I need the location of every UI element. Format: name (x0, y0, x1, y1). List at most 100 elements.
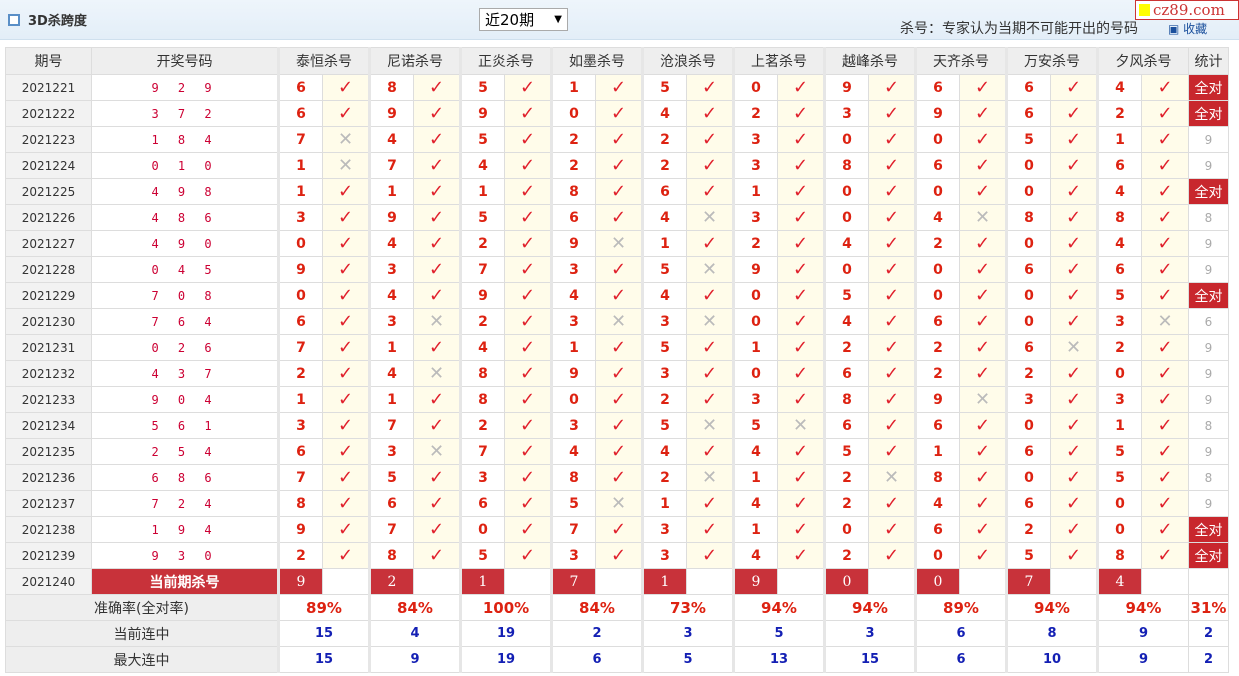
check-icon: ✓ (504, 230, 552, 257)
stat-cell: 9 (1188, 256, 1229, 283)
period-cell: 2021234 (5, 412, 92, 439)
check-icon: ✓ (959, 308, 1007, 335)
check-icon: ✓ (504, 360, 552, 387)
check-icon: ✓ (595, 204, 643, 231)
kill-number: 3 (277, 412, 323, 439)
kill-number: 3 (550, 412, 596, 439)
check-icon: ✓ (595, 178, 643, 205)
kill-number: 0 (1096, 490, 1142, 517)
kill-number: 4 (823, 230, 869, 257)
kill-number: 4 (641, 282, 687, 309)
max-streak-row-value: 9 (1096, 646, 1189, 673)
logo-square-icon (1139, 4, 1150, 16)
stat-cell: 9 (1188, 386, 1229, 413)
check-icon: ✓ (595, 152, 643, 179)
check-icon: ✓ (686, 282, 734, 309)
cross-icon: ✕ (959, 204, 1007, 231)
table-row: 2021222 3 7 2 6 ✓ 9 ✓ 9 ✓ 0 ✓ 4 ✓ 2 ✓ 3 ✓ 9 ✓ 6 ✓ 2 ✓ 全对 (5, 100, 1229, 127)
kill-number: 6 (1096, 256, 1142, 283)
stat-cell: 8 (1188, 412, 1229, 439)
empty-cell (1050, 568, 1098, 595)
kill-number: 6 (277, 74, 323, 101)
kill-number: 0 (1005, 308, 1051, 335)
period-cell: 2021227 (5, 230, 92, 257)
draw-numbers: 6 8 6 (91, 464, 279, 491)
kill-number: 6 (1005, 334, 1051, 361)
col-expert: 天齐杀号 (914, 47, 1007, 75)
check-icon: ✓ (322, 282, 370, 309)
check-icon: ✓ (504, 438, 552, 465)
period-select[interactable]: 近20期 ▼ (479, 8, 568, 31)
check-icon: ✓ (1050, 204, 1098, 231)
check-icon: ✓ (686, 386, 734, 413)
check-icon: ✓ (595, 516, 643, 543)
current-kill-number: 4 (1096, 568, 1142, 595)
check-icon: ✓ (413, 516, 461, 543)
table-row: 2021223 1 8 4 7 ✕ 4 ✓ 5 ✓ 2 ✓ 2 ✓ 3 ✓ 0 ✓ 0 ✓ 5 ✓ 1 ✓ 9 (5, 126, 1229, 153)
kill-number: 2 (914, 334, 960, 361)
kill-number: 3 (1096, 308, 1142, 335)
kill-number: 5 (1096, 438, 1142, 465)
table-row: 2021228 0 4 5 9 ✓ 3 ✓ 7 ✓ 3 ✓ 5 ✕ 9 ✓ 0 ✓ 0 ✓ 6 ✓ 6 ✓ 9 (5, 256, 1229, 283)
draw-numbers: 5 6 1 (91, 412, 279, 439)
kill-number: 4 (368, 360, 414, 387)
check-icon: ✓ (1050, 386, 1098, 413)
streak-row-total: 2 (1188, 620, 1229, 647)
period-cell: 2021225 (5, 178, 92, 205)
draw-numbers: 7 2 4 (91, 490, 279, 517)
kill-number: 3 (277, 204, 323, 231)
check-icon: ✓ (1050, 178, 1098, 205)
cross-icon: ✕ (1141, 308, 1189, 335)
check-icon: ✓ (959, 256, 1007, 283)
check-icon: ✓ (504, 386, 552, 413)
kill-number: 1 (368, 178, 414, 205)
check-icon: ✓ (322, 516, 370, 543)
kill-number: 3 (641, 516, 687, 543)
kill-number: 3 (823, 100, 869, 127)
kill-number: 2 (823, 542, 869, 569)
kill-number: 7 (459, 438, 505, 465)
stat-cell: 全对 (1188, 516, 1229, 543)
accuracy-row: 准确率(全对率) 89% 84% 100% 84% 73% 94% 94% 89% 94% 94% 3… (5, 594, 1229, 621)
check-icon: ✓ (868, 100, 916, 127)
check-icon: ✓ (868, 334, 916, 361)
kill-number: 4 (1096, 230, 1142, 257)
kill-number: 0 (732, 282, 778, 309)
accuracy-row-label: 准确率(全对率) (5, 594, 279, 621)
period-cell: 2021226 (5, 204, 92, 231)
kill-number: 6 (914, 74, 960, 101)
title-text: 3D杀跨度 (28, 14, 87, 29)
kill-number: 0 (914, 542, 960, 569)
check-icon: ✓ (1050, 438, 1098, 465)
kill-number: 4 (823, 308, 869, 335)
table-row: 2021224 0 1 0 1 ✕ 7 ✓ 4 ✓ 2 ✓ 2 ✓ 3 ✓ 8 ✓ 6 ✓ 0 ✓ 6 ✓ 9 (5, 152, 1229, 179)
kill-number: 4 (914, 490, 960, 517)
stat-cell: 全对 (1188, 74, 1229, 101)
max-streak-row-value: 9 (368, 646, 461, 673)
accuracy-row-value: 94% (732, 594, 825, 621)
kill-number: 3 (641, 308, 687, 335)
empty-cell (504, 568, 552, 595)
site-logo: cz89.com (1135, 0, 1239, 20)
check-icon: ✓ (868, 490, 916, 517)
table-row: 2021236 6 8 6 7 ✓ 5 ✓ 3 ✓ 8 ✓ 2 ✕ 1 ✓ 2 ✕ 8 ✓ 0 ✓ 5 ✓ 8 (5, 464, 1229, 491)
favorite-link[interactable]: ▣ 收藏 (1168, 22, 1207, 37)
draw-numbers: 4 9 0 (91, 230, 279, 257)
check-icon: ✓ (777, 152, 825, 179)
kill-number: 0 (823, 204, 869, 231)
kill-number: 1 (1096, 412, 1142, 439)
stat-cell: 全对 (1188, 542, 1229, 569)
kill-number: 5 (459, 74, 505, 101)
kill-number: 5 (459, 126, 505, 153)
col-expert: 上茗杀号 (732, 47, 825, 75)
check-icon: ✓ (1141, 204, 1189, 231)
check-icon: ✓ (1141, 360, 1189, 387)
draw-numbers: 3 7 2 (91, 100, 279, 127)
kill-number: 8 (368, 74, 414, 101)
kill-number: 0 (732, 308, 778, 335)
kill-number: 0 (1096, 360, 1142, 387)
table-row: 2021229 7 0 8 0 ✓ 4 ✓ 9 ✓ 4 ✓ 4 ✓ 0 ✓ 5 ✓ 0 ✓ 0 ✓ 5 ✓ 全对 (5, 282, 1229, 309)
check-icon: ✓ (868, 516, 916, 543)
kill-number: 8 (823, 386, 869, 413)
kill-number: 6 (1005, 438, 1051, 465)
